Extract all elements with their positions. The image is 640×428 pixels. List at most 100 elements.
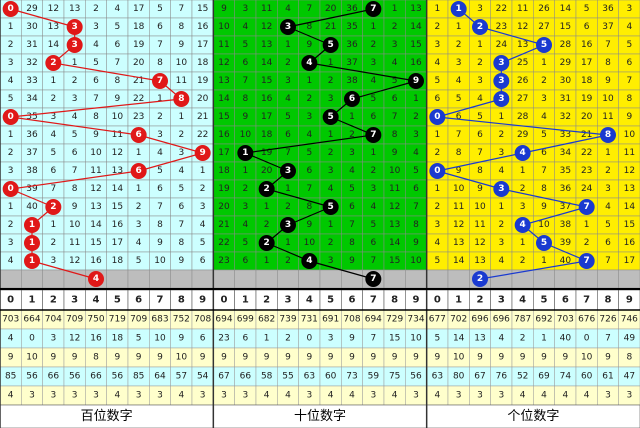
miss-count: 4 bbox=[392, 58, 398, 68]
miss-count: 1 bbox=[178, 112, 184, 122]
miss-count: 7 bbox=[114, 58, 120, 68]
stat-value: 4 bbox=[264, 391, 270, 401]
stat-value: 726 bbox=[599, 315, 616, 325]
ball bbox=[24, 253, 40, 269]
miss-count: 6 bbox=[50, 166, 56, 176]
cell bbox=[149, 269, 171, 289]
stat-value: 682 bbox=[258, 315, 275, 325]
miss-count: 36 bbox=[26, 130, 38, 140]
miss-count: 5 bbox=[626, 40, 632, 50]
miss-count: 12 bbox=[112, 148, 123, 158]
miss-count: 5 bbox=[72, 130, 78, 140]
miss-count: 15 bbox=[560, 22, 571, 32]
stat-value: 9 bbox=[178, 334, 184, 344]
miss-count: 39 bbox=[560, 238, 572, 248]
miss-count: 9 bbox=[93, 130, 99, 140]
miss-count: 15 bbox=[410, 40, 421, 50]
stat-value: 3 bbox=[413, 391, 419, 401]
stat-value: 709 bbox=[130, 315, 147, 325]
miss-count: 36 bbox=[346, 4, 358, 14]
stat-value: 3 bbox=[50, 334, 56, 344]
miss-count: 16 bbox=[218, 130, 230, 140]
stat-value: 9 bbox=[157, 353, 163, 363]
miss-count: 2 bbox=[370, 166, 376, 176]
miss-count: 1 bbox=[264, 202, 270, 212]
stat-value: 787 bbox=[514, 315, 531, 325]
miss-count: 1 bbox=[392, 4, 398, 14]
miss-count: 17 bbox=[197, 40, 208, 50]
miss-count: 31 bbox=[26, 40, 37, 50]
stat-value: 67 bbox=[218, 372, 229, 382]
miss-count: 6 bbox=[242, 58, 248, 68]
stat-value: 7 bbox=[370, 334, 376, 344]
miss-count: 37 bbox=[26, 148, 37, 158]
miss-count: 10 bbox=[112, 112, 124, 122]
stat-value: 47 bbox=[624, 372, 635, 382]
miss-count: 2 bbox=[434, 202, 440, 212]
miss-count: 20 bbox=[325, 4, 337, 14]
miss-count: 3 bbox=[477, 76, 483, 86]
stat-value: 4 bbox=[498, 334, 504, 344]
miss-count: 8 bbox=[456, 148, 462, 158]
miss-count: 10 bbox=[474, 202, 486, 212]
stat-value: 696 bbox=[493, 315, 510, 325]
miss-count: 10 bbox=[624, 130, 636, 140]
miss-count: 2 bbox=[434, 148, 440, 158]
miss-count: 14 bbox=[261, 58, 273, 68]
miss-count: 3 bbox=[242, 202, 248, 212]
miss-count: 12 bbox=[48, 4, 59, 14]
miss-count: 29 bbox=[560, 58, 572, 68]
miss-count: 3 bbox=[93, 22, 99, 32]
header-digit: 0 bbox=[221, 295, 228, 306]
stat-value: 63 bbox=[432, 372, 443, 382]
miss-count: 8 bbox=[349, 238, 355, 248]
miss-count: 5 bbox=[456, 94, 462, 104]
miss-count: 5 bbox=[50, 148, 56, 158]
miss-count: 36 bbox=[346, 40, 358, 50]
miss-count: 2 bbox=[178, 130, 184, 140]
miss-count: 17 bbox=[112, 238, 123, 248]
panel-label: 个位数字 bbox=[507, 409, 559, 424]
miss-count: 35 bbox=[560, 166, 571, 176]
stat-value: 3 bbox=[221, 391, 227, 401]
miss-count: 7 bbox=[178, 4, 184, 14]
stat-value: 729 bbox=[386, 315, 403, 325]
miss-count: 1 bbox=[264, 256, 270, 266]
miss-count: 11 bbox=[261, 4, 272, 14]
miss-count: 35 bbox=[346, 22, 357, 32]
miss-count: 4 bbox=[285, 4, 291, 14]
ball-digit: 4 bbox=[306, 256, 312, 266]
miss-count: 5 bbox=[392, 76, 398, 86]
stat-value: 61 bbox=[602, 372, 613, 382]
stat-value: 1 bbox=[264, 334, 270, 344]
miss-count: 1 bbox=[242, 166, 248, 176]
stat-value: 6 bbox=[200, 334, 206, 344]
header-digit: 1 bbox=[242, 295, 249, 306]
stat-value: 708 bbox=[194, 315, 211, 325]
ball bbox=[493, 73, 510, 89]
stat-value: 10 bbox=[176, 353, 188, 363]
miss-count: 7 bbox=[477, 148, 483, 158]
miss-count: 20 bbox=[581, 112, 593, 122]
ball-digit: 1 bbox=[456, 4, 462, 14]
header-digit: 6 bbox=[562, 295, 569, 306]
miss-count: 8 bbox=[72, 184, 78, 194]
miss-count: 32 bbox=[26, 58, 37, 68]
cell bbox=[298, 269, 321, 289]
stat-value: 0 bbox=[584, 334, 590, 344]
miss-count: 22 bbox=[496, 4, 507, 14]
miss-count: 7 bbox=[306, 4, 312, 14]
ball-digit: 0 bbox=[434, 166, 440, 176]
miss-count: 16 bbox=[112, 220, 124, 230]
stat-value: 56 bbox=[26, 372, 38, 382]
miss-count: 6 bbox=[413, 184, 419, 194]
miss-count: 2 bbox=[605, 166, 611, 176]
miss-count: 7 bbox=[72, 166, 78, 176]
ball bbox=[280, 19, 296, 35]
stat-value: 9 bbox=[114, 353, 120, 363]
miss-count: 11 bbox=[218, 40, 229, 50]
ball-digit: 2 bbox=[477, 274, 483, 284]
miss-count: 6 bbox=[242, 256, 248, 266]
miss-count: 14 bbox=[90, 220, 102, 230]
miss-count: 2 bbox=[392, 22, 398, 32]
